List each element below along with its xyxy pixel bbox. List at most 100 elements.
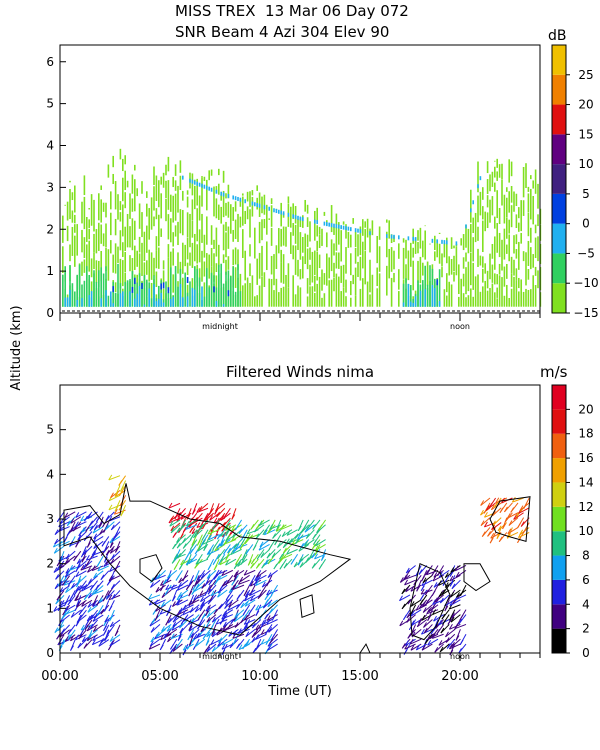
snr-cell [486, 212, 489, 229]
wind-barb-flag [241, 554, 246, 561]
wind-barb-flag [222, 521, 226, 528]
snr-cell [208, 186, 210, 191]
snr-cell [503, 194, 506, 224]
wind-barb-flag [427, 615, 432, 621]
wind-barb-flag [450, 616, 455, 623]
snr-cell [177, 252, 179, 274]
wind-barb [161, 624, 172, 632]
snr-cell [201, 177, 203, 207]
wind-barb [422, 574, 433, 584]
snr-cell [244, 250, 246, 281]
wind-barb [92, 614, 104, 622]
wind-barb [240, 599, 250, 609]
wind-barb-flag [227, 624, 231, 630]
wind-barb-flag [222, 610, 227, 617]
wind-barb-flag [205, 640, 210, 646]
wind-barb-flag [260, 629, 265, 635]
time-tick-label: 10:00 [241, 669, 278, 684]
wind-barb [75, 521, 87, 528]
snr-cell [527, 269, 530, 280]
wind-barb-flag [445, 631, 449, 638]
snr-cell [167, 156, 170, 172]
wind-barb-flag [168, 502, 173, 509]
wind-barb-flag [75, 634, 79, 641]
snr-cell [419, 290, 422, 307]
wind-barb-flag [197, 545, 202, 552]
snr-cell [182, 209, 184, 236]
wind-barb-flag [216, 511, 221, 518]
snr-cell [448, 256, 450, 276]
snr-cell [122, 204, 124, 237]
wind-barb [454, 623, 467, 630]
wind-barb-flag [268, 544, 273, 551]
wind-barb [480, 517, 491, 526]
snr-cell [316, 251, 318, 281]
snr-cell [304, 233, 306, 265]
wind-barb-flag [409, 638, 414, 645]
wind-barb-flag [102, 595, 107, 602]
wind-barb-flag [511, 496, 516, 503]
wind-barb [421, 614, 433, 621]
wind-barb-flag [293, 561, 298, 568]
snr-cell [71, 226, 74, 256]
wind-barb-flag [401, 603, 406, 610]
wind-barb-flag [87, 567, 91, 573]
wind-barb [75, 570, 87, 578]
wind-barb [233, 569, 245, 578]
snr-cell [364, 221, 366, 228]
snr-cell [434, 251, 436, 261]
wind-barb-flag [282, 542, 287, 548]
snr-cell [273, 254, 275, 286]
wind-barb-flag [108, 575, 113, 582]
wind-barb [92, 639, 104, 646]
snr-cell [494, 160, 496, 162]
wind-barb-flag [189, 544, 194, 550]
snr-cell [465, 297, 467, 307]
wind-barb [176, 584, 189, 591]
snr-cell [237, 196, 239, 201]
wind-barb-flag [172, 595, 176, 602]
snr-cell [472, 237, 474, 262]
wind-cbar-tick-label: 6 [582, 573, 590, 587]
wind-barb-flag [195, 583, 200, 589]
wind-barb-flag [290, 559, 295, 565]
wind-barb-flag [154, 574, 158, 581]
wind-barb [193, 633, 206, 640]
wind-barb-flag [78, 614, 83, 620]
snr-cell [196, 269, 198, 307]
snr-cell [81, 284, 83, 307]
wind-barb [426, 609, 439, 615]
wind-barb-flag [84, 624, 89, 630]
wind-barb-flag [78, 585, 83, 591]
wind-barb [200, 599, 211, 608]
snr-cell [472, 200, 474, 205]
wind-barb [286, 548, 298, 555]
snr-cell [232, 207, 234, 221]
wind-barb-flag [405, 640, 409, 646]
snr-cell [417, 280, 419, 307]
wind-plot-frame [59, 384, 541, 654]
snr-cell [153, 284, 155, 307]
wind-barb-flag [225, 555, 230, 561]
snr-cell [273, 208, 275, 213]
wind-barb [239, 574, 250, 583]
wind-barb-flag [251, 636, 256, 643]
snr-cell [443, 289, 446, 307]
noon-marker-top: noon [450, 322, 470, 331]
snr-cell [136, 293, 138, 307]
snr-cell [357, 261, 359, 277]
snr-cell [386, 234, 388, 239]
wind-barb-flag [519, 529, 524, 536]
snr-cell [462, 257, 465, 269]
snr-cell [100, 224, 102, 244]
snr-cell [131, 218, 134, 251]
wind-barb-flag [92, 635, 97, 641]
wind-barb [148, 594, 161, 600]
snr-cell [227, 193, 230, 198]
wind-barb [169, 519, 181, 527]
snr-cell [225, 193, 227, 199]
snr-cell [532, 180, 534, 189]
wind-barb [65, 634, 76, 642]
snr-cell [518, 241, 520, 270]
snr-cell [237, 264, 239, 307]
